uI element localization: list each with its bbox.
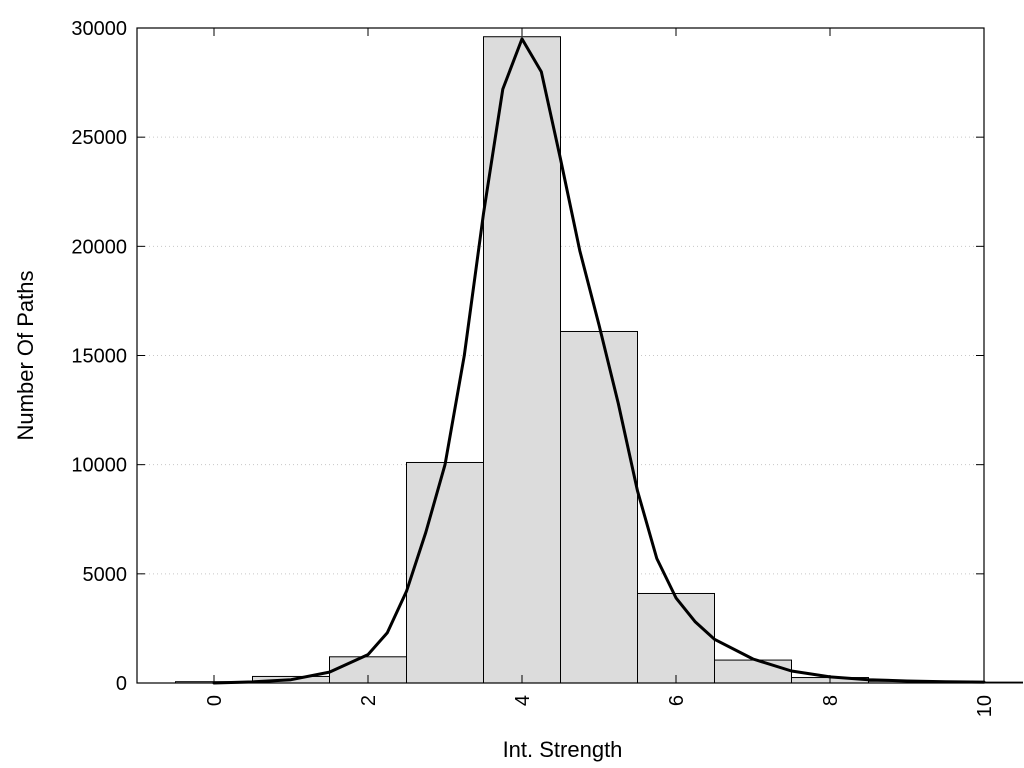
y-tick-label: 10000	[71, 455, 127, 477]
density-curve-line	[212, 37, 986, 685]
x-tick-label: 0	[204, 695, 226, 706]
x-tick-label: 8	[820, 695, 842, 706]
y-tick-label: 25000	[71, 127, 127, 149]
y-tick-label: 5000	[83, 564, 128, 586]
histogram-bar	[637, 592, 715, 684]
x-tick-label: 10	[974, 695, 996, 717]
y-axis-title: Number Of Paths	[13, 271, 38, 441]
y-tick-label: 30000	[71, 18, 127, 40]
histogram-bars	[175, 36, 1023, 684]
histogram-bar	[406, 461, 484, 684]
x-tick-label: 4	[512, 695, 534, 706]
y-tick-label: 0	[116, 673, 127, 695]
histogram-bar	[714, 659, 792, 684]
histogram-bar	[560, 330, 638, 684]
x-axis-ticks: 0 2 4 6 8 10	[204, 28, 996, 717]
y-axis-ticks: 0 5000 10000 15000 20000 25000 30000	[71, 18, 984, 695]
x-tick-label: 2	[358, 695, 380, 706]
x-tick-label: 6	[666, 695, 688, 706]
x-axis-title: Int. Strength	[503, 737, 623, 762]
y-tick-label: 15000	[71, 346, 127, 368]
density-curve	[212, 37, 986, 685]
y-tick-label: 20000	[71, 236, 127, 258]
